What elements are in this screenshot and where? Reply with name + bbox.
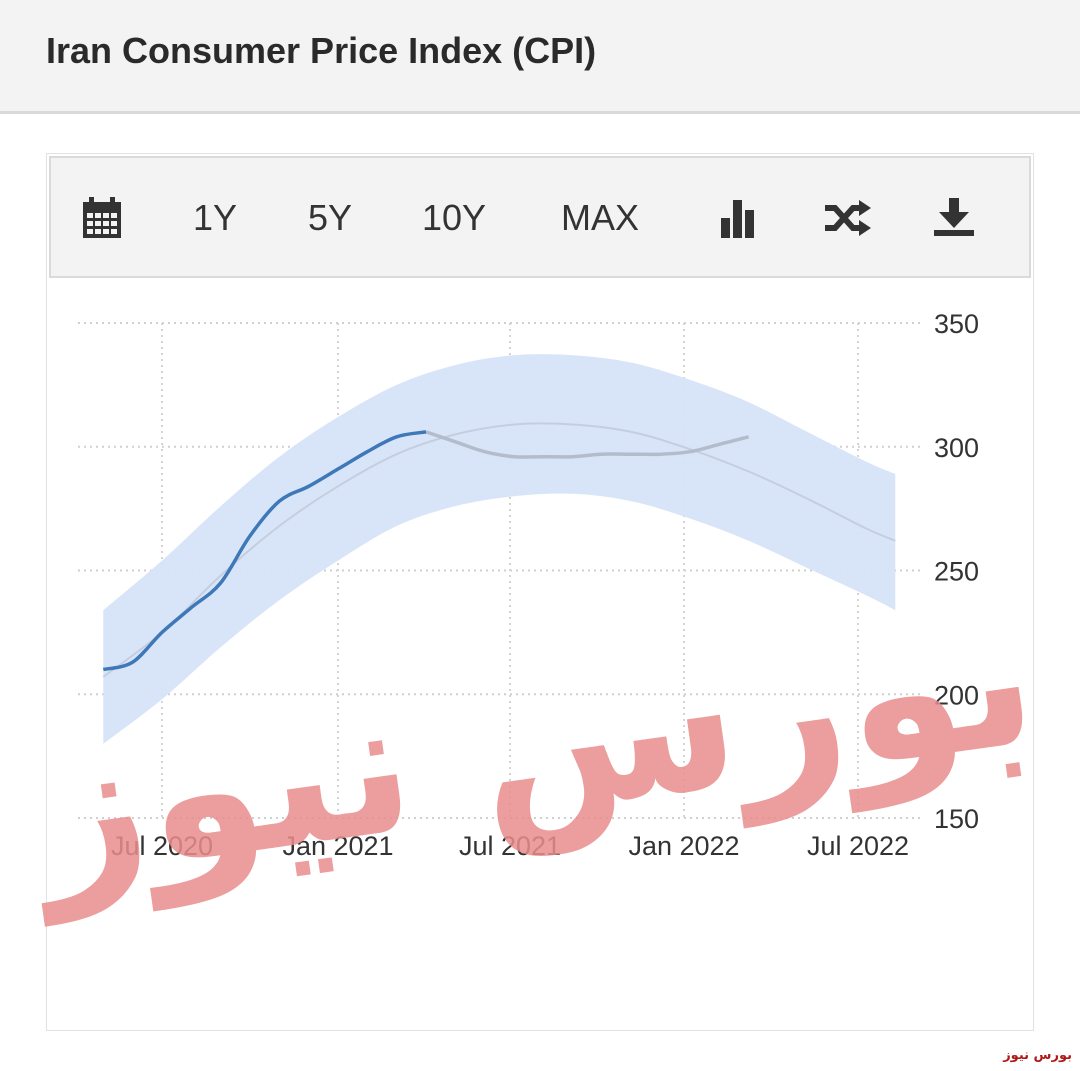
page-header: Iran Consumer Price Index (CPI) xyxy=(0,0,1080,114)
chart-toolbar: 1Y 5Y 10Y MAX xyxy=(49,156,1031,278)
bar-chart-icon[interactable] xyxy=(717,196,763,240)
y-tick-label: 250 xyxy=(934,557,979,587)
x-tick-label: Jul 2022 xyxy=(807,831,909,861)
x-tick-label: Jul 2020 xyxy=(111,831,213,861)
calendar-icon[interactable] xyxy=(79,196,125,240)
page-title: Iran Consumer Price Index (CPI) xyxy=(46,30,597,71)
y-tick-label: 150 xyxy=(934,804,979,834)
download-icon[interactable] xyxy=(931,196,977,240)
range-5y-button[interactable]: 5Y xyxy=(308,197,353,238)
actual-line xyxy=(102,430,427,672)
trend-line xyxy=(102,422,896,678)
range-10y-button[interactable]: 10Y xyxy=(422,197,487,238)
range-max-button[interactable]: MAX xyxy=(561,197,640,238)
forecast-line xyxy=(425,430,750,459)
credit-logo: بورس نیوز xyxy=(1003,1048,1072,1063)
y-tick-label: 200 xyxy=(934,680,979,710)
x-tick-label: Jul 2021 xyxy=(459,831,561,861)
x-tick-label: Jan 2021 xyxy=(282,831,393,861)
y-tick-label: 300 xyxy=(934,433,979,463)
x-tick-label: Jan 2022 xyxy=(628,831,739,861)
shuffle-icon[interactable] xyxy=(823,196,871,240)
range-1y-button[interactable]: 1Y xyxy=(193,197,238,238)
y-tick-label: 350 xyxy=(934,309,979,339)
